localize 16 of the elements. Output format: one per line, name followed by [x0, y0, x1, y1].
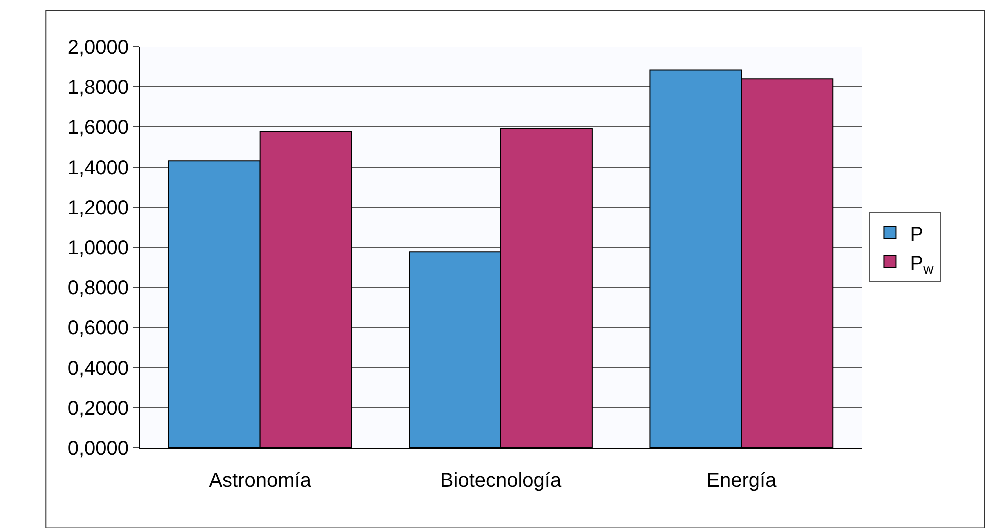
y-tick-label: 0,8000 — [68, 278, 129, 300]
y-tick-label: 0,4000 — [68, 358, 129, 380]
x-tick-label: Energía — [706, 470, 778, 492]
x-tick-label: Biotecnología — [440, 470, 562, 492]
y-tick-label: 1,8000 — [68, 77, 129, 100]
y-tick-label: 0,2000 — [68, 398, 129, 420]
y-tick-label: 1,0000 — [68, 238, 129, 260]
legend-label: P$_{w}$ — [910, 252, 935, 277]
y-tick-label: 2,0000 — [68, 37, 129, 59]
x-tick-label: Astronomía — [209, 470, 312, 492]
y-tick-label: 0,6000 — [68, 318, 129, 340]
legend-label: P — [910, 224, 924, 246]
y-tick-label: 1,6000 — [68, 117, 129, 140]
y-tick-label: 0,0000 — [68, 438, 129, 460]
y-tick-label: 1,2000 — [68, 197, 129, 220]
y-tick-label: 1,4000 — [68, 157, 129, 180]
